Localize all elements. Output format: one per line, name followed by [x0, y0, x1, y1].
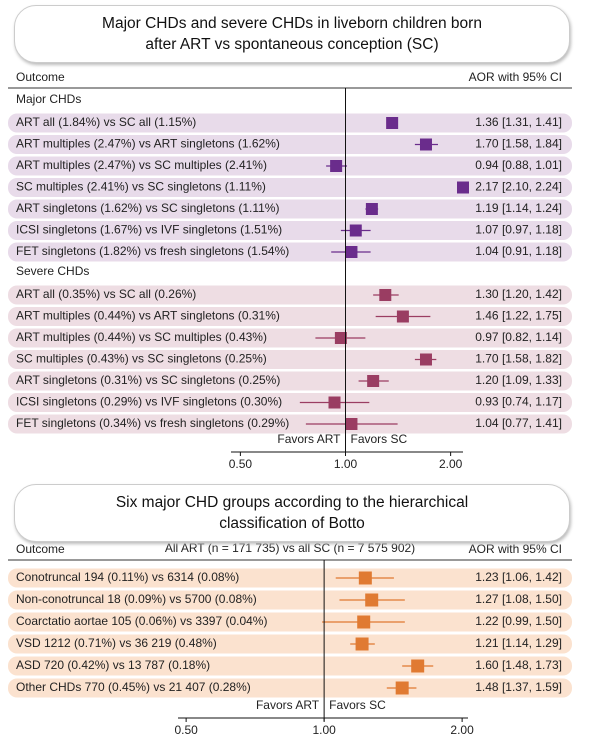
row-label: ART multiples (2.47%) vs SC multiples (2…	[16, 158, 267, 172]
value-label: 1.22 [0.99, 1.50]	[475, 614, 562, 628]
row-band	[8, 221, 572, 240]
value-label: 1.60 [1.48, 1.73]	[475, 658, 562, 672]
row-label: ART all (0.35%) vs SC all (0.26%)	[16, 287, 196, 301]
row-band	[8, 634, 572, 654]
row-label: ICSI singletons (1.67%) vs IVF singleton…	[16, 223, 282, 237]
estimate-marker	[419, 353, 432, 366]
row-label: Coarctatio aortae 105 (0.06%) vs 3397 (0…	[16, 614, 267, 628]
row-label: ART all (1.84%) vs SC all (1.15%)	[16, 115, 196, 129]
estimate-marker	[358, 571, 372, 585]
value-label: 0.94 [0.88, 1.01]	[475, 158, 562, 172]
row-label: SC multiples (2.41%) vs SC singletons (1…	[16, 180, 266, 194]
column-header: AOR with 95% CI	[469, 542, 562, 556]
value-label: 1.30 [1.20, 1.42]	[475, 287, 562, 301]
estimate-marker	[334, 332, 347, 344]
value-label: 1.23 [1.06, 1.42]	[475, 570, 562, 584]
value-label: 2.17 [2.10, 2.24]	[475, 180, 562, 194]
row-band	[8, 656, 572, 676]
row-band	[8, 307, 572, 326]
estimate-marker	[367, 375, 380, 387]
row-label: ART singletons (0.31%) vs SC singletons …	[16, 373, 280, 387]
row-label: Conotruncal 194 (0.11%) vs 6314 (0.08%)	[16, 570, 239, 584]
estimate-marker	[386, 117, 399, 129]
value-label: 1.07 [0.97, 1.18]	[475, 223, 562, 237]
estimate-marker	[349, 224, 362, 237]
estimate-marker	[328, 396, 341, 409]
estimate-marker	[365, 593, 379, 607]
value-label: 1.19 [1.14, 1.24]	[475, 201, 562, 215]
value-label: 1.36 [1.31, 1.41]	[475, 115, 562, 129]
subtitle: All ART (n = 171 735) vs all SC (n = 7 5…	[165, 541, 415, 555]
estimate-marker	[379, 289, 392, 301]
row-band	[8, 590, 572, 610]
row-band	[8, 285, 572, 305]
value-label: 1.46 [1.22, 1.75]	[475, 309, 562, 323]
x-tick-label: 1.00	[312, 723, 336, 737]
row-band	[8, 612, 572, 632]
x-tick-label: 2.00	[450, 723, 474, 737]
group-label: Major CHDs	[16, 92, 81, 106]
row-label: Other CHDs 770 (0.45%) vs 21 407 (0.28%)	[16, 680, 251, 694]
row-label: SC multiples (0.43%) vs SC singletons (0…	[16, 352, 267, 366]
estimate-marker	[395, 681, 409, 695]
row-band	[8, 242, 572, 262]
row-band	[8, 393, 572, 412]
x-tick-label: 2.00	[439, 457, 463, 471]
row-label: Non-conotruncal 18 (0.09%) vs 5700 (0.08…	[16, 592, 257, 606]
value-label: 1.70 [1.58, 1.82]	[475, 352, 562, 366]
row-band	[8, 414, 572, 434]
value-label: 0.93 [0.74, 1.17]	[475, 395, 562, 409]
estimate-marker	[457, 181, 469, 194]
row-label: ART multiples (2.47%) vs ART singletons …	[16, 137, 280, 151]
row-band	[8, 113, 572, 133]
x-tick-label: 1.00	[334, 457, 358, 471]
value-label: 1.48 [1.37, 1.59]	[475, 680, 562, 694]
estimate-marker	[355, 637, 369, 651]
panel-title: Major CHDs and severe CHDs in liveborn c…	[14, 5, 570, 63]
row-band	[8, 371, 572, 391]
estimate-marker	[330, 160, 343, 172]
row-label: FET singletons (1.82%) vs fresh singleto…	[16, 244, 289, 258]
panel-title: Six major CHD groups according to the hi…	[14, 484, 570, 542]
column-header: Outcome	[16, 70, 65, 84]
favors-label: Favors SC	[351, 432, 408, 446]
value-label: 1.20 [1.09, 1.33]	[475, 373, 562, 387]
value-label: 1.27 [1.08, 1.50]	[475, 592, 562, 606]
estimate-marker	[396, 310, 409, 323]
value-label: 1.70 [1.58, 1.84]	[475, 137, 562, 151]
row-band	[8, 568, 572, 588]
group-label: Severe CHDs	[16, 264, 89, 278]
value-label: 0.97 [0.82, 1.14]	[475, 330, 562, 344]
row-label: ASD 720 (0.42%) vs 13 787 (0.18%)	[16, 658, 210, 672]
estimate-marker	[357, 615, 371, 629]
row-label: FET singletons (0.34%) vs fresh singleto…	[16, 416, 289, 430]
row-label: ICSI singletons (0.29%) vs IVF singleton…	[16, 395, 282, 409]
estimate-marker	[345, 418, 358, 430]
estimate-marker	[411, 659, 425, 673]
row-band	[8, 178, 572, 197]
row-label: ART multiples (0.44%) vs ART singletons …	[16, 309, 280, 323]
favors-label: Favors SC	[329, 698, 386, 712]
row-label: VSD 1212 (0.71%) vs 36 219 (0.48%)	[16, 636, 217, 650]
row-label: ART singletons (1.62%) vs SC singletons …	[16, 201, 279, 215]
favors-label: Favors ART	[256, 698, 320, 712]
value-label: 1.21 [1.14, 1.29]	[475, 636, 562, 650]
row-band	[8, 156, 572, 176]
row-band	[8, 328, 572, 348]
value-label: 1.04 [0.91, 1.18]	[475, 244, 562, 258]
estimate-marker	[365, 203, 378, 215]
estimate-marker	[419, 138, 432, 151]
row-band	[8, 678, 572, 698]
value-label: 1.04 [0.77, 1.41]	[475, 416, 562, 430]
estimate-marker	[345, 246, 358, 258]
x-tick-label: 0.50	[174, 723, 198, 737]
favors-label: Favors ART	[277, 432, 341, 446]
row-band	[8, 199, 572, 219]
column-header: AOR with 95% CI	[469, 70, 562, 84]
row-label: ART multiples (0.44%) vs SC multiples (0…	[16, 330, 267, 344]
column-header: Outcome	[16, 542, 65, 556]
x-tick-label: 0.50	[229, 457, 253, 471]
